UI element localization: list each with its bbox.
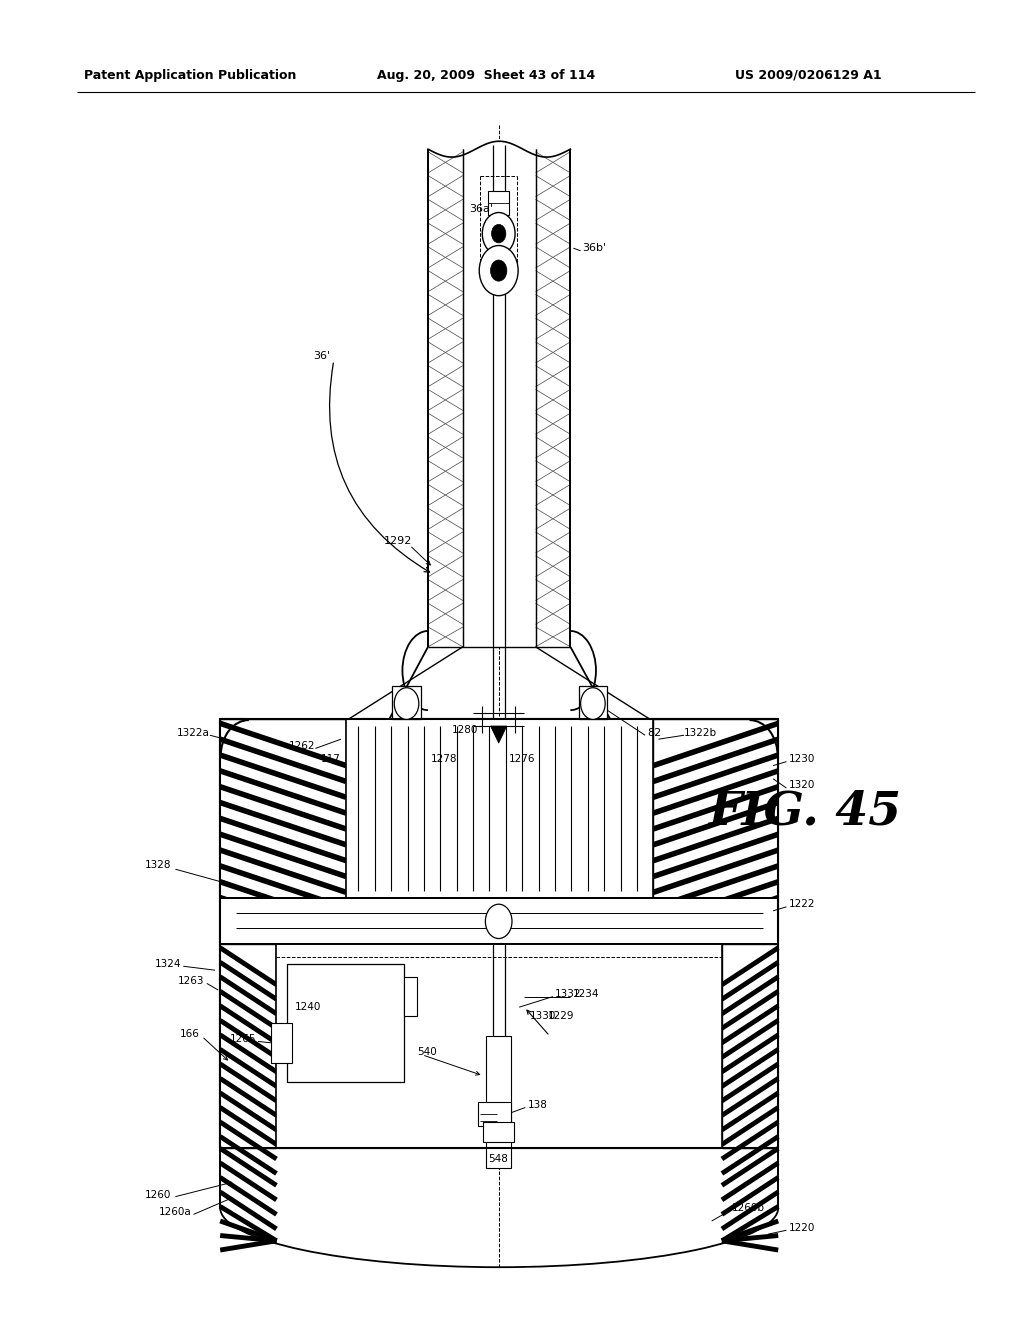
Bar xyxy=(488,191,509,215)
Text: 548: 548 xyxy=(488,1154,508,1164)
Text: 1263: 1263 xyxy=(178,975,205,986)
Text: Patent Application Publication: Patent Application Publication xyxy=(84,69,296,82)
Text: 166: 166 xyxy=(180,1028,200,1039)
Text: 1324: 1324 xyxy=(155,958,181,969)
Polygon shape xyxy=(536,149,570,647)
Circle shape xyxy=(492,224,506,243)
Text: 1222: 1222 xyxy=(788,899,815,909)
Text: 36': 36' xyxy=(313,351,331,362)
Text: 1278: 1278 xyxy=(431,754,458,764)
Text: Aug. 20, 2009  Sheet 43 of 114: Aug. 20, 2009 Sheet 43 of 114 xyxy=(377,69,595,82)
Bar xyxy=(478,1102,511,1126)
Bar xyxy=(276,944,722,1148)
Circle shape xyxy=(485,904,512,939)
Bar xyxy=(404,977,417,1016)
Bar xyxy=(579,686,607,719)
Text: 1220: 1220 xyxy=(788,1222,815,1233)
Text: 1230: 1230 xyxy=(788,754,815,764)
Polygon shape xyxy=(220,944,276,1148)
Text: 1260b: 1260b xyxy=(732,1203,765,1213)
Text: FIG. 45: FIG. 45 xyxy=(709,789,902,834)
Text: 1260a: 1260a xyxy=(159,1206,191,1217)
Polygon shape xyxy=(722,944,778,1148)
Bar xyxy=(220,898,778,944)
Bar xyxy=(271,1023,292,1063)
Bar xyxy=(287,964,404,1082)
Text: 1276: 1276 xyxy=(509,754,536,764)
Text: 36b': 36b' xyxy=(583,243,607,253)
Circle shape xyxy=(394,688,419,719)
Text: 1292: 1292 xyxy=(384,536,413,546)
Text: US 2009/0206129 A1: US 2009/0206129 A1 xyxy=(735,69,882,82)
Polygon shape xyxy=(220,719,346,898)
Text: 82: 82 xyxy=(647,727,662,738)
Circle shape xyxy=(581,688,605,719)
Text: 1240: 1240 xyxy=(295,1002,322,1012)
Circle shape xyxy=(479,246,518,296)
Text: 1265: 1265 xyxy=(229,1034,256,1044)
Circle shape xyxy=(482,213,515,255)
Bar xyxy=(392,686,421,719)
Polygon shape xyxy=(722,1148,778,1234)
Circle shape xyxy=(490,260,507,281)
Text: 1328: 1328 xyxy=(144,859,171,870)
Text: 1320: 1320 xyxy=(788,780,815,791)
Text: 1262: 1262 xyxy=(289,741,315,751)
Polygon shape xyxy=(490,726,507,743)
Bar xyxy=(428,139,570,647)
Text: 540: 540 xyxy=(417,1047,436,1057)
Text: 1322a: 1322a xyxy=(177,727,210,738)
Polygon shape xyxy=(653,719,778,898)
Text: 1234: 1234 xyxy=(572,989,599,999)
Text: 1260: 1260 xyxy=(144,1189,171,1200)
Text: 1322b: 1322b xyxy=(684,727,717,738)
Polygon shape xyxy=(220,1148,276,1234)
Text: 1280: 1280 xyxy=(452,725,478,735)
Polygon shape xyxy=(246,647,428,719)
Bar xyxy=(220,719,778,1148)
Bar xyxy=(346,719,653,898)
Text: 138: 138 xyxy=(527,1100,547,1110)
Text: 1229: 1229 xyxy=(548,1011,574,1022)
Bar xyxy=(486,1036,511,1168)
Text: 117: 117 xyxy=(322,754,341,764)
Bar xyxy=(483,1122,514,1142)
Text: 36a': 36a' xyxy=(470,203,494,214)
Text: 1332: 1332 xyxy=(555,989,582,999)
Polygon shape xyxy=(428,149,463,647)
Text: 1330: 1330 xyxy=(529,1011,556,1022)
